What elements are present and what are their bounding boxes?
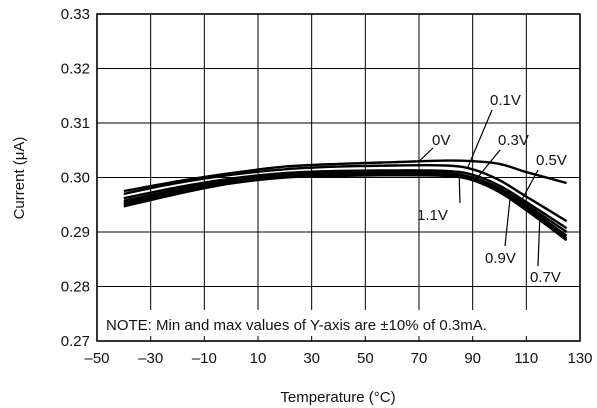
grid: [97, 14, 580, 341]
x-tick-label: 70: [411, 350, 428, 367]
series-label-leader: [520, 169, 539, 202]
series-label: 1.1V: [417, 207, 448, 224]
x-tick-label: 110: [514, 350, 538, 367]
series-lines: [123, 159, 568, 242]
series-label-leader: [466, 109, 493, 169]
series-label-leader: [477, 149, 501, 178]
x-tick-label: –50: [84, 350, 109, 367]
note-background: [100, 310, 578, 336]
y-tick-label: 0.32: [61, 61, 90, 78]
note-text: NOTE: Min and max values of Y-axis are ±…: [106, 317, 487, 334]
series-label: 0.5V: [536, 152, 567, 169]
series-labels: 0V 0.1V 0.3V 0.5V 1.1V 0.9V 0.7V: [417, 92, 567, 286]
series-label-leader: [418, 147, 434, 162]
series-label-leader: [458, 178, 461, 204]
y-tick-label: 0.29: [61, 224, 90, 241]
x-tick-label: 30: [303, 350, 320, 367]
y-tick-labels: 0.27 0.28 0.29 0.30 0.31 0.32 0.33: [61, 6, 90, 350]
series-label: 0.9V: [485, 250, 516, 267]
series-line: [123, 163, 568, 223]
x-tick-label: 130: [567, 350, 592, 367]
y-tick-label: 0.31: [61, 115, 90, 132]
y-tick-label: 0.28: [61, 279, 90, 296]
series-label: 0V: [432, 132, 450, 149]
y-tick-label: 0.30: [61, 170, 90, 187]
series-label: 0.7V: [530, 269, 561, 286]
y-tick-label: 0.27: [61, 333, 90, 350]
series-label: 0.1V: [490, 92, 521, 109]
x-tick-labels: –50 –30 –10 10 30 50 70 90 110 130: [84, 350, 592, 367]
x-tick-label: 50: [357, 350, 374, 367]
x-tick-label: 10: [250, 350, 267, 367]
series-line: [123, 159, 567, 193]
x-axis-title: Temperature (°C): [280, 389, 395, 406]
series-line: [123, 174, 568, 242]
series-line: [123, 169, 568, 230]
series-label: 0.3V: [498, 132, 529, 149]
x-tick-label: –10: [192, 350, 217, 367]
y-axis-title: Current (μA): [11, 137, 28, 220]
y-tick-label: 0.33: [61, 6, 90, 23]
x-tick-label: –30: [138, 350, 163, 367]
series-label-leader: [504, 196, 511, 247]
x-tick-label: 90: [464, 350, 481, 367]
series-line: [123, 172, 568, 237]
series-label-leader: [537, 218, 541, 267]
plot-frame: [96, 13, 581, 342]
